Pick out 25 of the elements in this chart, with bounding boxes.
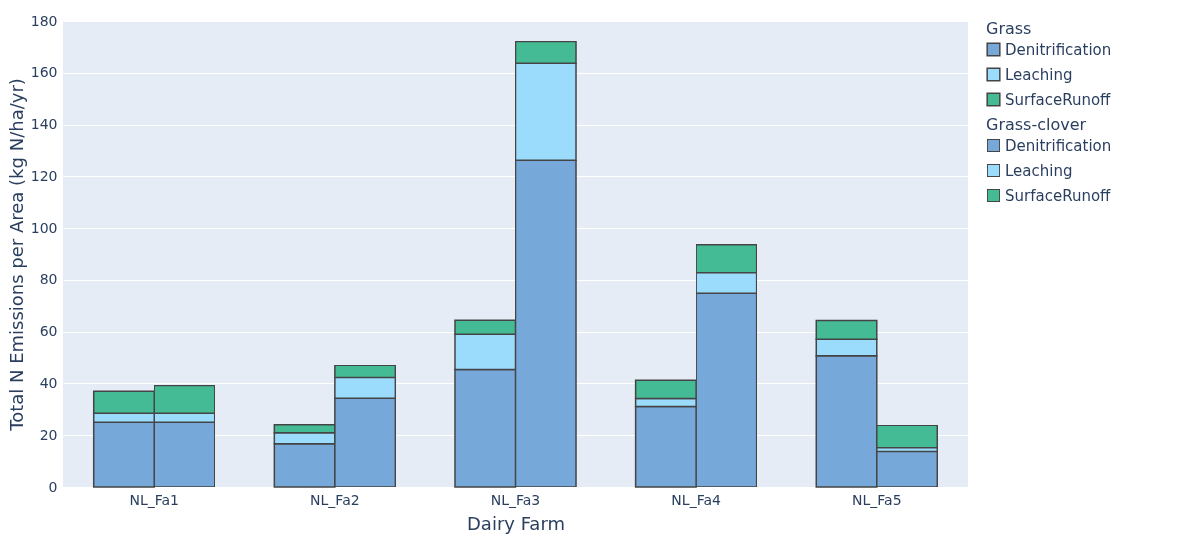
legend-label: SurfaceRunoff xyxy=(1005,186,1112,205)
legend-label: Denitrification xyxy=(1005,136,1112,155)
x-tick-label: NL_Fa5 xyxy=(852,491,902,508)
x-tick-label: NL_Fa2 xyxy=(310,491,360,508)
y-tick-label: 80 xyxy=(39,271,58,288)
x-tick-label: NL_Fa3 xyxy=(490,491,541,508)
legend-label: Denitrification xyxy=(1005,40,1112,59)
y-tick-label: 100 xyxy=(30,219,58,236)
x-tick-label: NL_Fa4 xyxy=(671,491,721,508)
y-axis-title: Total N Emissions per Area (kg N/ha/yr) xyxy=(5,78,27,432)
y-tick-label: 60 xyxy=(39,323,58,340)
y-tick-label: 120 xyxy=(30,167,58,184)
text: Grass-clover xyxy=(986,115,1087,134)
y-tick-label: 180 xyxy=(30,12,58,29)
y-tick-label: 0 xyxy=(48,478,58,495)
text: Grass xyxy=(986,19,1032,38)
y-tick-label: 40 xyxy=(39,374,58,391)
y-tick-label: 160 xyxy=(30,64,58,81)
legend-label: Leaching xyxy=(1005,161,1073,180)
legend-label: SurfaceRunoff xyxy=(1005,90,1112,109)
legend-label: Leaching xyxy=(1005,65,1073,84)
x-tick-label: NL_Fa1 xyxy=(129,491,179,508)
y-tick-label: 20 xyxy=(39,426,58,443)
x-axis-title: Dairy Farm xyxy=(466,512,566,534)
y-tick-label: 140 xyxy=(30,116,58,133)
